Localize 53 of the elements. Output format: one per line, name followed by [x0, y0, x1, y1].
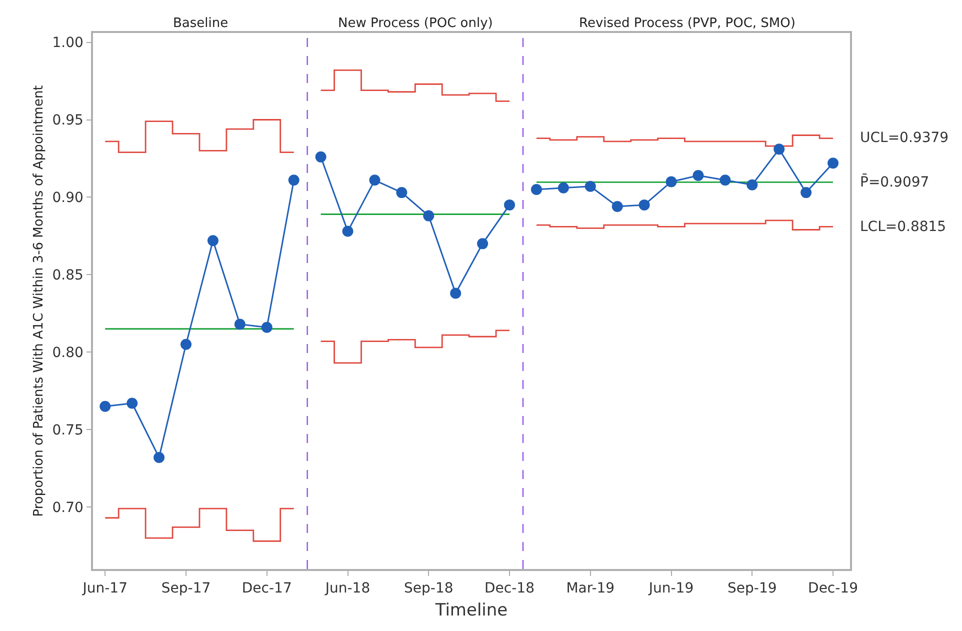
point [584, 180, 596, 192]
x-tick-label: Mar-19 [566, 580, 615, 597]
point [638, 199, 650, 210]
point [612, 201, 623, 212]
point [800, 187, 812, 198]
text: Revised Process (PVP, POC, SMO) [579, 16, 796, 31]
text: UCL=0.9379 [860, 130, 949, 146]
point [477, 238, 488, 250]
point [450, 288, 462, 299]
x-tick-label: Sep-19 [728, 580, 777, 597]
point [828, 158, 839, 169]
point [100, 400, 111, 412]
point [666, 176, 677, 188]
text: Baseline [173, 16, 228, 31]
point [234, 318, 246, 330]
x-tick-label: Jun-17 [82, 580, 128, 597]
y-tick-label: 0.85 [52, 268, 84, 284]
x-tick-label: Dec-18 [484, 580, 534, 597]
text: LCL=0.8815 [860, 219, 946, 235]
text: P̄=0.9097 [860, 173, 930, 191]
point [154, 452, 165, 463]
y-tick-label: 0.90 [52, 190, 84, 206]
point [288, 174, 300, 186]
point [423, 210, 434, 222]
text: New Process (POC only) [338, 16, 493, 31]
point [369, 174, 380, 186]
y-tick-label: 1.00 [52, 35, 84, 52]
y-tick-label: 0.95 [52, 112, 84, 129]
y-tick-label: 0.70 [52, 500, 84, 516]
x-tick-label: Dec-17 [242, 580, 292, 597]
x-tick-label: Jun-18 [324, 580, 370, 597]
point [746, 179, 758, 190]
x-tick-label: Jun-19 [648, 580, 694, 597]
point [261, 322, 272, 333]
x-tick-label: Sep-18 [404, 580, 454, 597]
point [396, 187, 408, 198]
y-axis-title: Proportion of Patients With A1C Within 3-6 Months of Appointment [32, 85, 47, 517]
point [558, 182, 569, 194]
point [720, 174, 731, 186]
point [342, 226, 354, 237]
point [504, 199, 516, 210]
point [180, 338, 192, 350]
point [207, 235, 218, 246]
x-axis-title: Timeline [434, 600, 508, 620]
point [530, 184, 542, 195]
x-tick-label: Sep-17 [161, 580, 211, 597]
y-tick-label: 0.80 [52, 345, 84, 362]
x-tick-label: Dec-19 [808, 580, 858, 597]
y-tick-label: 0.75 [52, 422, 84, 438]
point [692, 170, 704, 182]
point [126, 398, 138, 409]
point [774, 144, 785, 155]
point [315, 151, 326, 162]
